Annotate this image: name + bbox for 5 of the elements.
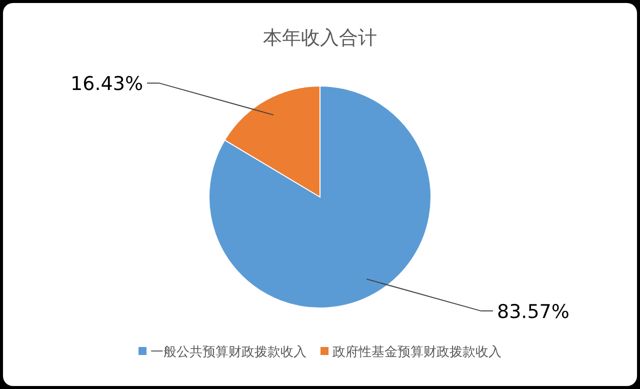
legend-label: 政府性基金预算财政拨款收入 — [332, 344, 502, 360]
legend-label: 一般公共预算财政拨款收入 — [150, 345, 306, 360]
chart-title: 本年收入合计 — [263, 27, 377, 49]
data-label: 83.57% — [497, 300, 570, 323]
data-label: 16.43% — [70, 73, 143, 96]
